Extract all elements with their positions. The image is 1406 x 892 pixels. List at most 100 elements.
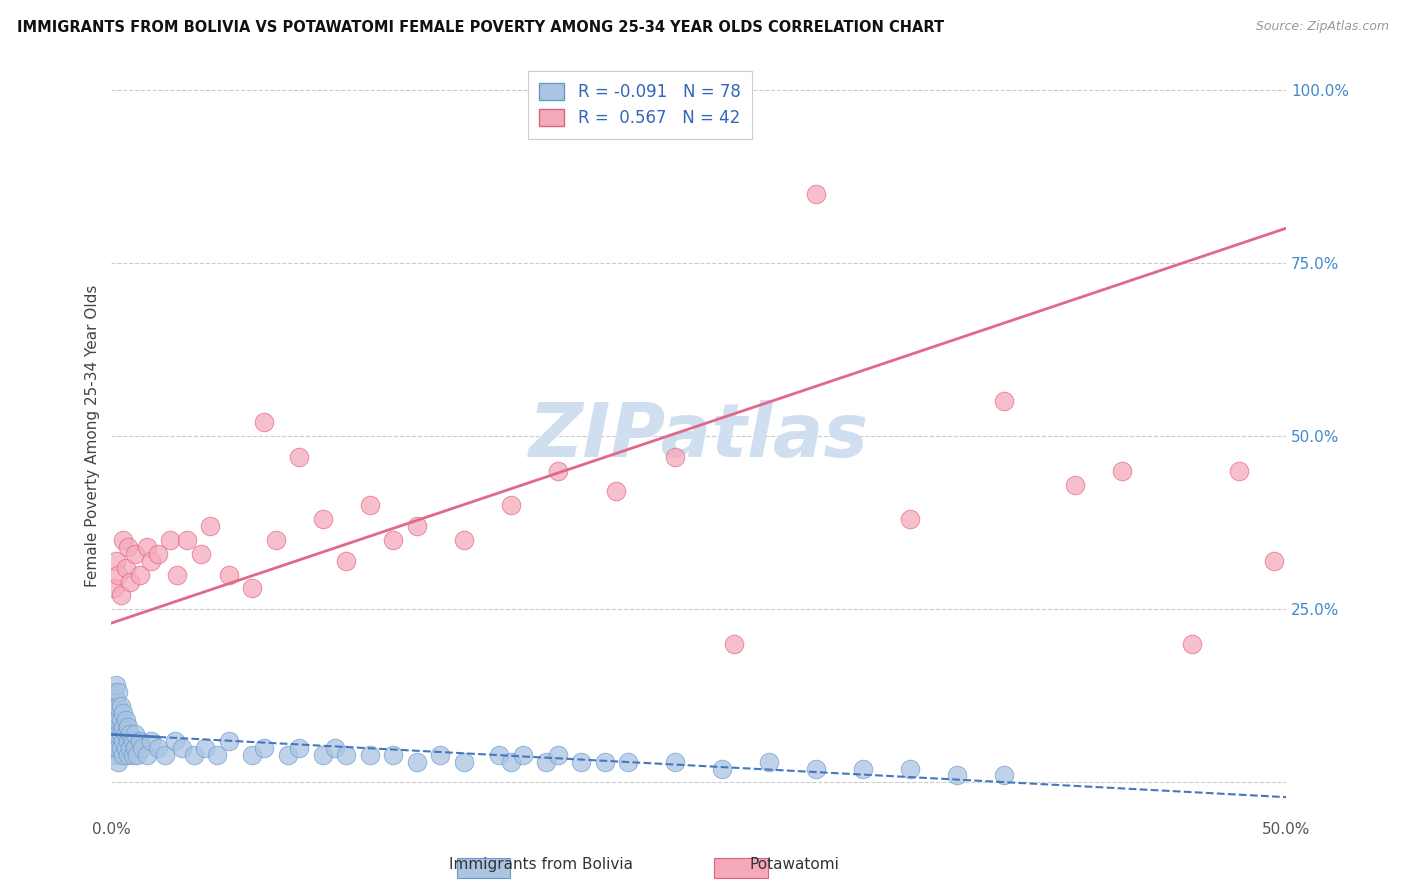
Point (240, 747, 263, 762)
Point (1063, 477, 1085, 491)
Point (107, 755, 129, 769)
Point (664, 755, 686, 769)
Point (499, 499, 522, 513)
Point (110, 588, 132, 602)
Text: IMMIGRANTS FROM BOLIVIA VS POTAWATOMI FEMALE POVERTY AMONG 25-34 YEAR OLDS CORRE: IMMIGRANTS FROM BOLIVIA VS POTAWATOMI FE… (17, 20, 943, 35)
Point (617, 755, 640, 769)
Point (898, 762, 921, 776)
Point (121, 747, 143, 762)
Point (198, 519, 221, 533)
Point (117, 734, 139, 748)
Point (120, 727, 142, 741)
Point (141, 734, 163, 748)
Point (114, 713, 136, 727)
Point (117, 540, 139, 554)
Point (312, 512, 335, 526)
Point (804, 762, 827, 776)
Point (240, 582, 263, 596)
Point (107, 685, 129, 699)
Point (183, 747, 205, 762)
Point (335, 554, 357, 568)
Point (110, 713, 132, 727)
Point (105, 678, 128, 692)
Point (1181, 637, 1204, 651)
Text: Source: ZipAtlas.com: Source: ZipAtlas.com (1256, 20, 1389, 33)
Point (547, 747, 569, 762)
Point (1227, 464, 1250, 478)
Point (163, 734, 186, 748)
Point (128, 567, 150, 582)
Legend: R = -0.091   N = 78, R =  0.567   N = 42: R = -0.091 N = 78, R = 0.567 N = 42 (527, 71, 752, 139)
Point (120, 740, 142, 755)
Point (103, 699, 125, 714)
Point (105, 734, 128, 748)
Point (405, 755, 427, 769)
Point (135, 540, 157, 554)
Point (103, 713, 125, 727)
Point (105, 692, 128, 706)
Point (170, 740, 193, 755)
Point (166, 567, 188, 582)
Point (605, 484, 627, 499)
Point (288, 450, 311, 464)
Point (758, 755, 780, 769)
Point (253, 415, 276, 429)
Point (112, 533, 135, 547)
Point (453, 755, 475, 769)
Point (105, 554, 128, 568)
Point (288, 740, 311, 755)
Point (534, 755, 557, 769)
Text: Immigrants from Bolivia: Immigrants from Bolivia (450, 857, 633, 872)
Point (131, 740, 153, 755)
Point (993, 394, 1015, 409)
Text: Potawatomi: Potawatomi (749, 857, 839, 872)
Point (453, 533, 475, 547)
Point (112, 720, 135, 734)
Point (141, 554, 163, 568)
Point (110, 740, 132, 755)
Point (107, 713, 129, 727)
Point (103, 582, 125, 596)
Point (105, 706, 128, 720)
Point (155, 747, 177, 762)
Point (110, 699, 132, 714)
Point (335, 747, 357, 762)
Point (898, 512, 921, 526)
Point (124, 740, 146, 755)
Point (117, 720, 139, 734)
Point (112, 734, 135, 748)
Point (148, 740, 170, 755)
Point (103, 727, 125, 741)
Point (176, 533, 198, 547)
Point (148, 547, 170, 561)
Point (547, 464, 569, 478)
Point (405, 519, 427, 533)
Point (128, 734, 150, 748)
Point (512, 747, 534, 762)
Point (946, 768, 969, 782)
Point (112, 747, 135, 762)
Point (1111, 464, 1133, 478)
Point (359, 747, 381, 762)
Point (312, 747, 335, 762)
Point (205, 747, 228, 762)
Point (121, 734, 143, 748)
Point (120, 574, 142, 589)
Point (569, 755, 592, 769)
Point (124, 547, 146, 561)
Point (159, 533, 181, 547)
Point (218, 567, 240, 582)
Point (114, 727, 136, 741)
Point (107, 567, 129, 582)
Point (103, 740, 125, 755)
Point (117, 747, 139, 762)
Point (488, 747, 510, 762)
Point (105, 747, 128, 762)
Point (852, 762, 875, 776)
Point (190, 547, 212, 561)
Y-axis label: Female Poverty Among 25-34 Year Olds: Female Poverty Among 25-34 Year Olds (86, 285, 100, 587)
Point (194, 740, 217, 755)
Point (711, 762, 734, 776)
Point (114, 740, 136, 755)
Point (135, 747, 157, 762)
